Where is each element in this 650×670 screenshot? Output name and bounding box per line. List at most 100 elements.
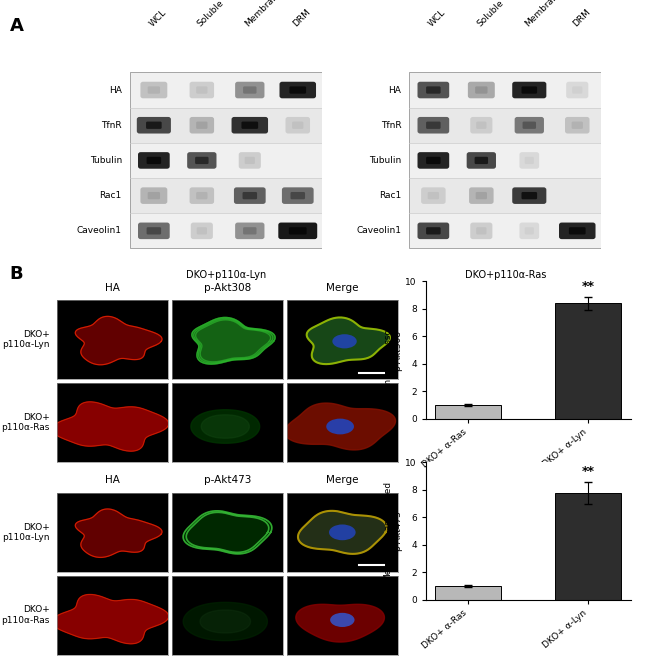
FancyBboxPatch shape: [559, 222, 595, 239]
Polygon shape: [200, 610, 250, 633]
FancyBboxPatch shape: [428, 192, 439, 199]
Polygon shape: [52, 594, 168, 644]
FancyBboxPatch shape: [148, 86, 160, 94]
Polygon shape: [75, 509, 162, 557]
FancyBboxPatch shape: [291, 192, 305, 199]
FancyBboxPatch shape: [138, 152, 170, 169]
Text: TfnR: TfnR: [381, 121, 402, 130]
Ellipse shape: [329, 525, 356, 540]
FancyBboxPatch shape: [196, 121, 207, 129]
Bar: [555, 492, 621, 600]
FancyBboxPatch shape: [235, 222, 265, 239]
Text: Tubulin: Tubulin: [90, 156, 122, 165]
FancyBboxPatch shape: [241, 121, 258, 129]
FancyBboxPatch shape: [289, 86, 306, 94]
FancyBboxPatch shape: [468, 82, 495, 98]
Text: Tubulin: Tubulin: [369, 156, 402, 165]
Text: DKO+p110α-Lyn: DKO+p110α-Lyn: [186, 270, 266, 280]
FancyBboxPatch shape: [190, 117, 214, 133]
Text: Merge: Merge: [326, 475, 359, 485]
Bar: [130, 108, 322, 143]
Text: DKO+
p110α-Lyn: DKO+ p110α-Lyn: [2, 330, 49, 350]
FancyBboxPatch shape: [566, 82, 588, 98]
FancyBboxPatch shape: [476, 121, 486, 129]
Text: HA: HA: [105, 475, 120, 485]
FancyBboxPatch shape: [417, 222, 449, 239]
Text: Soluble: Soluble: [475, 0, 505, 28]
Bar: [130, 213, 322, 249]
Text: DKO+
p110α-Ras: DKO+ p110α-Ras: [1, 413, 49, 432]
FancyBboxPatch shape: [519, 152, 539, 169]
FancyBboxPatch shape: [521, 192, 537, 199]
FancyBboxPatch shape: [243, 86, 257, 94]
Bar: [130, 178, 322, 213]
FancyBboxPatch shape: [197, 227, 207, 234]
FancyBboxPatch shape: [282, 188, 313, 204]
Polygon shape: [183, 511, 272, 554]
FancyBboxPatch shape: [476, 227, 486, 234]
Bar: [130, 72, 322, 108]
FancyBboxPatch shape: [426, 86, 441, 94]
Text: Merge: Merge: [326, 283, 359, 293]
Bar: [410, 213, 601, 249]
Bar: [130, 143, 322, 178]
FancyBboxPatch shape: [417, 117, 449, 133]
Polygon shape: [298, 511, 387, 554]
FancyBboxPatch shape: [512, 188, 547, 204]
Text: Caveolin1: Caveolin1: [77, 226, 122, 235]
Ellipse shape: [332, 334, 357, 348]
Bar: [555, 304, 621, 419]
Bar: [130, 72, 322, 249]
FancyBboxPatch shape: [148, 192, 160, 199]
Text: HA: HA: [109, 86, 122, 94]
Bar: [410, 108, 601, 143]
FancyBboxPatch shape: [136, 117, 171, 133]
Text: B: B: [10, 265, 23, 283]
FancyBboxPatch shape: [565, 117, 590, 133]
FancyBboxPatch shape: [426, 227, 441, 234]
Polygon shape: [183, 602, 267, 641]
Text: WCL: WCL: [148, 7, 168, 28]
FancyBboxPatch shape: [470, 222, 493, 239]
FancyBboxPatch shape: [512, 82, 547, 98]
FancyBboxPatch shape: [285, 117, 310, 133]
FancyBboxPatch shape: [289, 227, 307, 234]
Bar: [410, 72, 601, 108]
Polygon shape: [296, 604, 384, 642]
Text: HA: HA: [389, 86, 402, 94]
FancyBboxPatch shape: [138, 222, 170, 239]
Text: DKO+
p110α-Lyn: DKO+ p110α-Lyn: [2, 523, 49, 542]
Bar: [410, 143, 601, 178]
Polygon shape: [307, 318, 390, 364]
Ellipse shape: [326, 419, 354, 434]
Text: WCL: WCL: [427, 7, 448, 28]
FancyBboxPatch shape: [190, 222, 213, 239]
FancyBboxPatch shape: [234, 188, 266, 204]
FancyBboxPatch shape: [469, 188, 493, 204]
FancyBboxPatch shape: [426, 157, 441, 164]
FancyBboxPatch shape: [519, 222, 539, 239]
FancyBboxPatch shape: [190, 188, 214, 204]
Text: **: **: [582, 280, 595, 293]
Polygon shape: [285, 403, 396, 450]
FancyBboxPatch shape: [147, 157, 161, 164]
Polygon shape: [192, 318, 275, 364]
FancyBboxPatch shape: [525, 227, 534, 234]
Polygon shape: [52, 402, 168, 451]
FancyBboxPatch shape: [417, 82, 449, 98]
FancyBboxPatch shape: [572, 86, 582, 94]
Text: Rac1: Rac1: [99, 191, 122, 200]
Text: DKO+
p110α-Ras: DKO+ p110α-Ras: [1, 606, 49, 625]
FancyBboxPatch shape: [292, 121, 304, 129]
Text: Membrane: Membrane: [523, 0, 564, 28]
FancyBboxPatch shape: [196, 86, 207, 94]
Text: Soluble: Soluble: [196, 0, 226, 28]
FancyBboxPatch shape: [475, 86, 488, 94]
Y-axis label: Membrane-associated
p-Akt473: Membrane-associated p-Akt473: [383, 481, 402, 581]
FancyBboxPatch shape: [242, 192, 257, 199]
FancyBboxPatch shape: [280, 82, 316, 98]
Bar: [435, 405, 501, 419]
FancyBboxPatch shape: [571, 121, 583, 129]
Polygon shape: [75, 316, 162, 364]
Y-axis label: Membrane-associated
p-Akt308: Membrane-associated p-Akt308: [383, 300, 402, 400]
